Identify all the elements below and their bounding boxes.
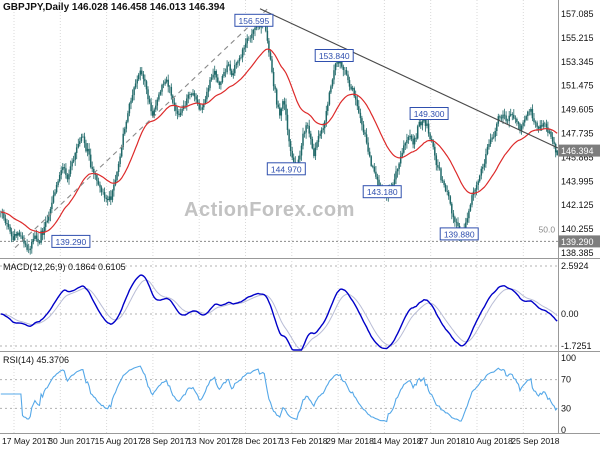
svg-text:153.840: 153.840 bbox=[319, 51, 350, 61]
svg-text:28 Sep 2017: 28 Sep 2017 bbox=[141, 436, 189, 446]
svg-text:157.085: 157.085 bbox=[561, 9, 594, 19]
svg-text:25 Sep 2018: 25 Sep 2018 bbox=[511, 436, 559, 446]
svg-text:140.255: 140.255 bbox=[561, 224, 594, 234]
svg-text:2.5924: 2.5924 bbox=[561, 261, 589, 271]
svg-text:29 Mar 2018: 29 Mar 2018 bbox=[326, 436, 374, 446]
svg-text:30: 30 bbox=[561, 403, 571, 413]
svg-text:30 Jun 2017: 30 Jun 2017 bbox=[48, 436, 95, 446]
svg-text:143.180: 143.180 bbox=[367, 187, 398, 197]
svg-text:139.880: 139.880 bbox=[444, 229, 475, 239]
svg-text:27 Jun 2018: 27 Jun 2018 bbox=[419, 436, 466, 446]
svg-text:-1.7251: -1.7251 bbox=[561, 341, 592, 351]
svg-text:142.125: 142.125 bbox=[561, 200, 594, 210]
svg-text:153.345: 153.345 bbox=[561, 57, 594, 67]
svg-text:139.290: 139.290 bbox=[561, 237, 594, 247]
svg-text:147.735: 147.735 bbox=[561, 129, 594, 139]
svg-text:139.290: 139.290 bbox=[56, 237, 87, 247]
watermark: ActionForex.com bbox=[184, 199, 355, 221]
svg-text:145.865: 145.865 bbox=[561, 152, 594, 162]
svg-text:151.475: 151.475 bbox=[561, 81, 594, 91]
svg-text:0: 0 bbox=[561, 425, 566, 435]
svg-text:146.394: 146.394 bbox=[561, 146, 594, 156]
svg-text:15 Aug 2017: 15 Aug 2017 bbox=[95, 436, 143, 446]
svg-text:70: 70 bbox=[561, 375, 571, 385]
svg-text:13 Nov 2017: 13 Nov 2017 bbox=[187, 436, 235, 446]
svg-text:0.00: 0.00 bbox=[561, 309, 579, 319]
svg-text:156.595: 156.595 bbox=[239, 16, 270, 26]
svg-text:155.215: 155.215 bbox=[561, 33, 594, 43]
svg-text:10 Aug 2018: 10 Aug 2018 bbox=[465, 436, 513, 446]
rsi-indicator-label: RSI(14) 45.3706 bbox=[3, 355, 70, 365]
macd-indicator-label: MACD(12,26,9) 0.1864 0.6105 bbox=[3, 262, 126, 272]
svg-text:50.0: 50.0 bbox=[539, 225, 556, 235]
svg-text:144.970: 144.970 bbox=[271, 164, 302, 174]
svg-text:149.300: 149.300 bbox=[414, 109, 445, 119]
svg-text:14 May 2018: 14 May 2018 bbox=[372, 436, 421, 446]
chart-symbol-title: GBPJPY,Daily 146.028 146.458 146.013 146… bbox=[3, 2, 225, 13]
svg-text:143.995: 143.995 bbox=[561, 176, 594, 186]
svg-text:13 Feb 2018: 13 Feb 2018 bbox=[280, 436, 328, 446]
svg-text:149.605: 149.605 bbox=[561, 105, 594, 115]
svg-text:100: 100 bbox=[561, 353, 576, 363]
svg-text:138.385: 138.385 bbox=[561, 248, 594, 258]
svg-text:17 May 2017: 17 May 2017 bbox=[2, 436, 51, 446]
svg-text:28 Dec 2017: 28 Dec 2017 bbox=[234, 436, 282, 446]
